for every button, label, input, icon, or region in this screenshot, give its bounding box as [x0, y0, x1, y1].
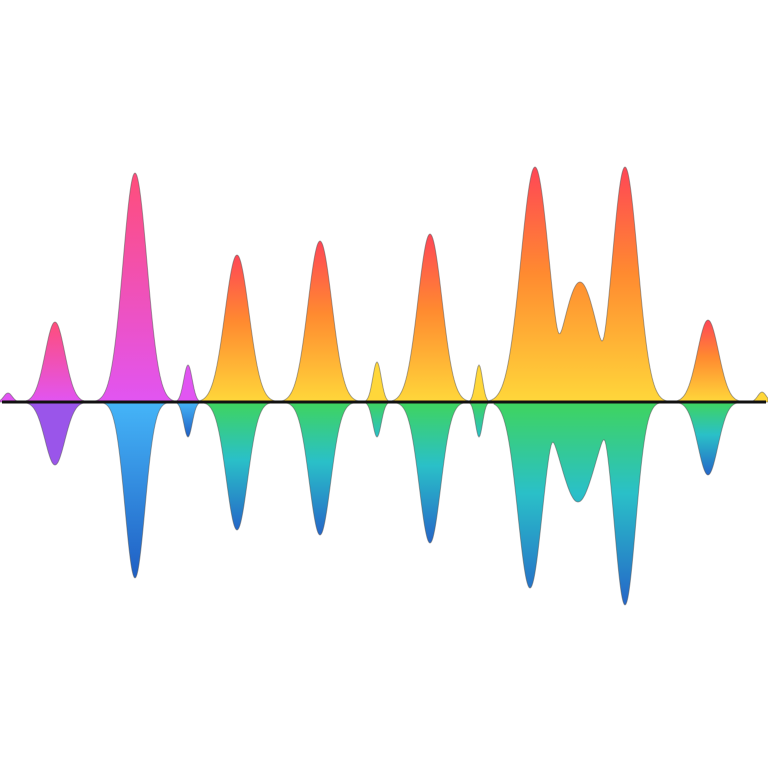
upper-wave [0, 166, 768, 403]
lower-wave-lobe-10 [677, 401, 743, 476]
lower-wave-lobe-9 [493, 401, 669, 606]
upper-wave-lobe-11 [675, 319, 749, 403]
upper-wave-lobe-10 [485, 166, 671, 403]
upper-wave-lobe-2 [23, 321, 89, 403]
upper-wave-lobe-9 [467, 364, 491, 403]
upper-wave-lobe-7 [363, 361, 392, 403]
upper-wave-lobe-3 [95, 172, 179, 403]
upper-wave-lobe-4 [176, 364, 201, 403]
lower-wave-lobe-4 [201, 401, 275, 531]
lower-wave-lobe-6 [363, 401, 392, 438]
lower-wave-lobe-1 [23, 401, 89, 466]
upper-wave-lobe-8 [389, 233, 471, 403]
lower-wave-lobe-8 [467, 401, 491, 438]
upper-wave-lobe-5 [199, 254, 279, 403]
upper-wave-lobe-6 [281, 240, 363, 403]
lower-wave-lobe-7 [393, 401, 467, 544]
lower-wave [23, 401, 743, 606]
lower-wave-lobe-2 [97, 401, 173, 579]
lower-wave-lobe-3 [176, 401, 201, 438]
lower-wave-lobe-5 [283, 401, 359, 536]
